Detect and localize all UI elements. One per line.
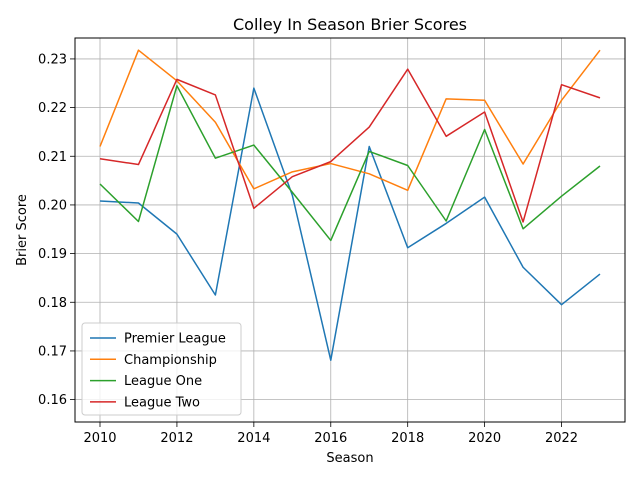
y-tick-label: 0.20 xyxy=(38,198,67,213)
y-tick-label: 0.16 xyxy=(38,393,67,408)
legend-label-league-one: League One xyxy=(124,374,202,389)
y-axis-title: Brier Score xyxy=(15,194,30,266)
y-tick-label: 0.22 xyxy=(38,101,67,116)
series-lines xyxy=(99,49,601,361)
x-tick-label: 2014 xyxy=(237,431,270,446)
x-tick-label: 2012 xyxy=(160,431,193,446)
legend-label-championship: Championship xyxy=(124,353,217,368)
x-tick-label: 2010 xyxy=(83,431,116,446)
x-axis: 2010 2012 2014 2016 2018 2020 2022 xyxy=(83,422,578,446)
plot-area-frame xyxy=(74,37,626,423)
y-axis: 0.16 0.17 0.18 0.19 0.20 0.21 0.22 0.23 xyxy=(38,52,75,408)
chart-title: Colley In Season Brier Scores xyxy=(233,15,467,34)
legend: Premier League Championship League One Leag… xyxy=(81,322,242,416)
y-tick-label: 0.21 xyxy=(38,150,67,165)
series-line-league-two xyxy=(99,68,601,223)
y-tick-label: 0.19 xyxy=(38,247,67,262)
x-tick-label: 2020 xyxy=(468,431,501,446)
series-line-championship xyxy=(99,49,601,192)
legend-label-premier-league: Premier League xyxy=(124,332,226,347)
legend-label-league-two: League Two xyxy=(124,395,200,410)
legend-box xyxy=(81,322,242,416)
x-tick-label: 2016 xyxy=(314,431,347,446)
y-tick-label: 0.18 xyxy=(38,296,67,311)
series-line-premier-league xyxy=(99,87,601,361)
x-tick-label: 2022 xyxy=(545,431,578,446)
y-tick-label: 0.23 xyxy=(38,52,67,67)
series-line-league-one xyxy=(99,84,601,242)
x-axis-title: Season xyxy=(326,451,373,466)
x-tick-label: 2018 xyxy=(391,431,424,446)
y-tick-label: 0.17 xyxy=(38,344,67,359)
